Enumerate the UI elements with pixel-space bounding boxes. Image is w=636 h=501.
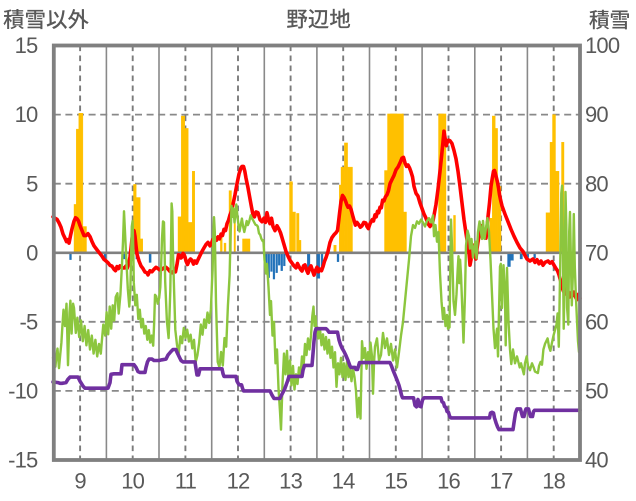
- svg-text:12: 12: [227, 469, 250, 494]
- svg-text:40: 40: [585, 448, 608, 473]
- svg-text:17: 17: [490, 469, 513, 494]
- svg-text:10: 10: [121, 469, 144, 494]
- svg-text:50: 50: [585, 379, 608, 404]
- svg-text:16: 16: [437, 469, 460, 494]
- svg-text:5: 5: [26, 171, 38, 196]
- svg-text:11: 11: [175, 469, 197, 494]
- svg-text:14: 14: [332, 469, 355, 494]
- svg-text:0: 0: [26, 240, 38, 265]
- svg-text:-10: -10: [8, 379, 38, 404]
- svg-text:-5: -5: [20, 309, 39, 334]
- svg-text:15: 15: [384, 469, 407, 494]
- svg-text:18: 18: [542, 469, 565, 494]
- svg-text:100: 100: [585, 33, 620, 58]
- svg-text:70: 70: [585, 240, 608, 265]
- svg-text:13: 13: [279, 469, 302, 494]
- svg-text:-15: -15: [8, 448, 38, 473]
- svg-text:80: 80: [585, 171, 608, 196]
- svg-text:10: 10: [15, 102, 38, 127]
- svg-text:60: 60: [585, 309, 608, 334]
- svg-text:9: 9: [74, 469, 86, 494]
- svg-text:90: 90: [585, 102, 608, 127]
- svg-text:15: 15: [15, 33, 38, 58]
